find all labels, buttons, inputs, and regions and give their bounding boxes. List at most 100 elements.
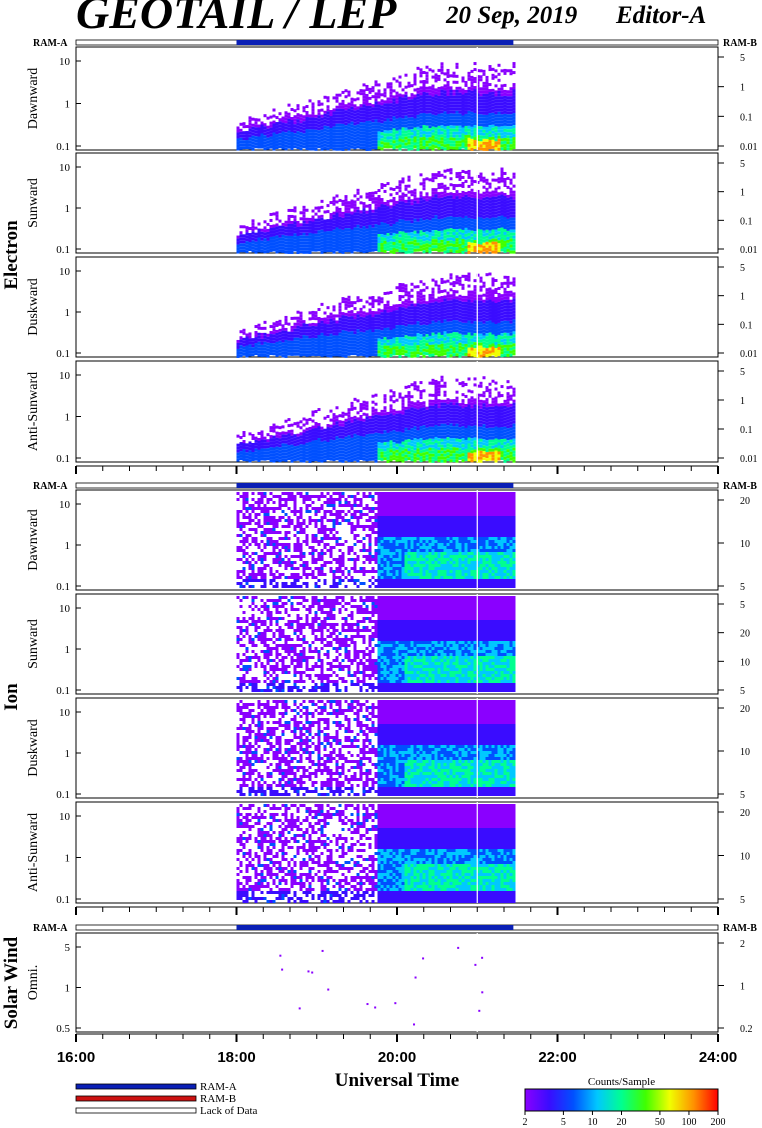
spectrogram-cell <box>338 93 342 97</box>
spectrogram-cell <box>416 197 420 201</box>
spectrogram-cell <box>446 128 450 132</box>
spectrogram-cell <box>362 241 366 245</box>
spectrogram-cell <box>365 240 369 244</box>
spectrogram-cell <box>470 239 474 243</box>
spectrogram-cell <box>485 348 489 352</box>
spectrogram-cell <box>341 342 345 346</box>
spectrogram-cell <box>353 125 357 129</box>
spectrogram-cell <box>428 202 432 206</box>
spectrogram-cell <box>443 141 447 145</box>
spectrogram-cell <box>347 349 351 353</box>
spectrogram-cell <box>311 245 315 249</box>
spectrogram-cell <box>419 104 423 108</box>
spectrogram-cell <box>335 111 339 115</box>
spectrogram-cell <box>479 354 483 358</box>
spectrogram-cell <box>335 96 339 100</box>
spectrogram-cell <box>266 143 270 147</box>
spectrogram-cell <box>437 323 441 327</box>
spectrogram-cell <box>410 99 414 103</box>
spectrogram-cell <box>368 248 372 252</box>
spectrogram-cell <box>440 328 444 332</box>
spectrogram-cell <box>455 95 459 99</box>
spectrogram-cell <box>470 141 474 145</box>
spectrogram-cell <box>389 199 393 203</box>
spectrogram-cell <box>335 314 339 318</box>
spectrogram-cell <box>512 101 516 105</box>
spectrogram-cell <box>344 137 348 141</box>
spectrogram-cell <box>506 245 510 249</box>
spectrogram-cell <box>395 145 399 149</box>
spectrogram-cell <box>350 97 354 101</box>
spectrogram-cell <box>368 206 372 210</box>
spectrogram-cell <box>377 207 381 211</box>
spectrogram-cell <box>443 202 447 206</box>
spectrogram-cell <box>287 226 291 230</box>
spectrogram-cell <box>449 101 453 105</box>
spectrogram-cell <box>482 179 486 183</box>
spectrogram-cell <box>314 126 318 130</box>
spectrogram-cell <box>368 215 372 219</box>
spectrogram-cell <box>356 242 360 246</box>
spectrogram-cell <box>497 105 501 109</box>
spectrogram-cell <box>434 346 438 350</box>
spectrogram-cell <box>260 347 264 351</box>
spectrogram-cell <box>470 215 474 219</box>
spectrogram-cell <box>470 200 474 204</box>
spectrogram-cell <box>500 330 504 334</box>
spectrogram-cell <box>416 300 420 304</box>
spectrogram-cell <box>317 100 321 104</box>
spectrogram-cell <box>314 206 318 210</box>
spectrogram-cell <box>269 233 273 237</box>
spectrogram-cell <box>431 179 435 183</box>
spectrogram-cell <box>287 136 291 140</box>
spectrogram-cell <box>509 326 513 330</box>
spectrogram-cell <box>362 211 366 215</box>
spectrogram-cell <box>377 216 381 220</box>
spectrogram-cell <box>272 325 276 329</box>
spectrogram-cell <box>440 280 444 284</box>
spectrogram-cell <box>470 344 474 348</box>
spectrogram-cell <box>305 120 309 124</box>
spectrogram-cell <box>431 206 435 210</box>
spectrogram-cell <box>335 212 339 216</box>
spectrogram-cell <box>434 200 438 204</box>
spectrogram-cell <box>392 346 396 350</box>
spectrogram-cell <box>431 227 435 231</box>
spectrogram-cell <box>278 127 282 131</box>
spectrogram-cell <box>359 137 363 141</box>
spectrogram-cell <box>506 293 510 297</box>
spectrogram-cell <box>419 316 423 320</box>
spectrogram-cell <box>458 131 462 135</box>
spectrogram-cell <box>350 220 354 224</box>
spectrogram-cell <box>416 342 420 346</box>
spectrogram-cell <box>383 351 387 355</box>
spectrogram-cell <box>482 212 486 216</box>
spectrogram-cell <box>413 306 417 310</box>
spectrogram-cell <box>365 228 369 232</box>
spectrogram-cell <box>371 191 375 195</box>
spectrogram-cell <box>512 113 516 117</box>
spectrogram-cell <box>509 235 513 239</box>
spectrogram-cell <box>320 147 324 151</box>
spectrogram-cell <box>380 147 384 151</box>
spectrogram-cell <box>335 206 339 210</box>
spectrogram-cell <box>473 225 477 229</box>
spectrogram-cell <box>239 237 243 241</box>
spectrogram-cell <box>491 280 495 284</box>
spectrogram-cell <box>290 120 294 124</box>
spectrogram-cell <box>446 240 450 244</box>
spectrogram-cell <box>347 352 351 356</box>
spectrogram-cell <box>347 114 351 118</box>
spectrogram-cell <box>317 308 321 312</box>
spectrogram-cell <box>458 345 462 349</box>
spectrogram-cell <box>338 120 342 124</box>
spectrogram-cell <box>482 230 486 234</box>
spectrogram-cell <box>419 92 423 96</box>
spectrogram-cell <box>446 74 450 78</box>
spectrogram-cell <box>353 203 357 207</box>
spectrogram-cell <box>389 330 393 334</box>
spectrogram-cell <box>350 340 354 344</box>
spectrogram-cell <box>455 74 459 78</box>
spectrogram-cell <box>248 344 252 348</box>
spectrogram-cell <box>392 316 396 320</box>
